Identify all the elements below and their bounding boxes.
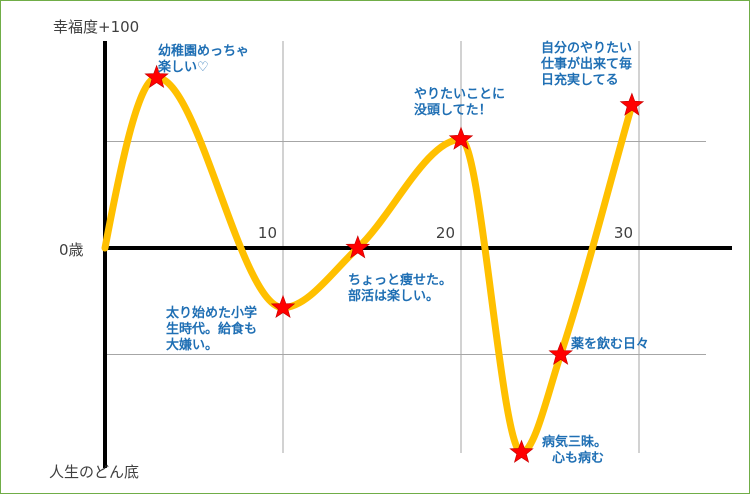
event-annotation: 薬を飲む日々 (570, 336, 649, 352)
annotation-line: 部活は楽しい。 (348, 288, 439, 304)
star-marker (448, 126, 474, 150)
annotation-line: 心も病む (552, 450, 604, 466)
annotation-line: 仕事が出来て毎 (540, 56, 632, 72)
event-annotation: 自分のやりたい仕事が出来て毎日充実してる (540, 40, 632, 88)
star-marker (619, 92, 645, 116)
annotation-line: 生時代。給食も (166, 321, 257, 337)
event-annotation: 太り始めた小学生時代。給食も大嫌い。 (165, 305, 257, 353)
y-axis-zero-label: 0歳 (59, 241, 84, 259)
star-marker (270, 294, 296, 318)
annotation-line: 太り始めた小学 (165, 305, 257, 321)
annotation-line: 没頭してた！ (414, 103, 492, 118)
annotation-line: ちょっと痩せた。 (348, 272, 452, 288)
x-tick-label: 30 (614, 224, 633, 242)
event-annotation: ちょっと痩せた。部活は楽しい。 (348, 272, 452, 304)
happiness-curve (101, 74, 636, 456)
annotation-line: 幼稚園めっちゃ (158, 43, 249, 59)
x-tick-label: 20 (436, 224, 455, 242)
star-marker (144, 64, 169, 89)
y-axis-top-label: 幸福度+100 (53, 18, 139, 36)
annotation-line: 薬を飲む日々 (570, 336, 649, 352)
axes (103, 41, 732, 468)
y-axis-bottom-label: 人生のどん底 (49, 463, 139, 481)
event-annotation: 病気三昧。心も病む (542, 434, 607, 466)
annotation-line: 日充実してる (541, 72, 619, 88)
annotation-line: 病気三昧。 (542, 434, 607, 450)
annotation-line: 大嫌い。 (166, 337, 218, 353)
event-annotation: 幼稚園めっちゃ楽しい♡ (157, 43, 249, 75)
annotation-line: 楽しい♡ (157, 59, 209, 75)
annotation-line: 自分のやりたい (541, 40, 632, 56)
star-marker (345, 235, 371, 259)
x-tick-labels: 10 20 30 (258, 224, 633, 242)
star-marker (548, 341, 573, 365)
star-marker (509, 439, 534, 463)
event-markers (144, 64, 645, 463)
x-tick-label: 10 (258, 224, 277, 242)
event-annotations: 幼稚園めっちゃ楽しい♡ 太り始めた小学生時代。給食も大嫌い。 ちょっと痩せた。部活は… (157, 40, 649, 466)
annotation-line: やりたいことに (414, 87, 505, 102)
event-annotation: やりたいことに没頭してた！ (414, 87, 505, 118)
